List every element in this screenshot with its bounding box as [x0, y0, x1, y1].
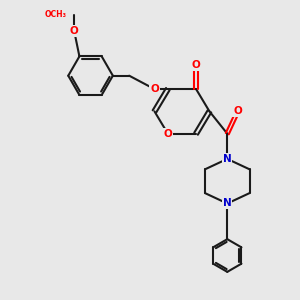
Text: OCH₃: OCH₃	[45, 10, 67, 19]
Text: N: N	[223, 199, 232, 208]
Text: O: O	[70, 26, 79, 36]
Text: N: N	[223, 154, 232, 164]
Text: O: O	[150, 84, 159, 94]
Text: O: O	[233, 106, 242, 116]
Text: O: O	[192, 60, 200, 70]
Text: O: O	[164, 129, 172, 139]
